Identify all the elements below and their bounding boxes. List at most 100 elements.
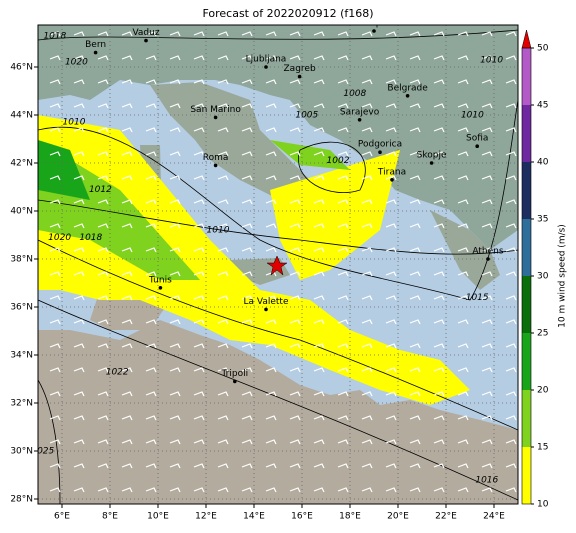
lon-tick-label: 8°E [102, 512, 118, 522]
colorbar-segment [522, 276, 531, 333]
wind-barb [145, 31, 157, 37]
wind-barb [97, 151, 109, 157]
wind-barb [121, 247, 133, 253]
lat-tick-label: 40°N [10, 207, 33, 217]
wind-barb [145, 415, 157, 421]
city-label: Vaduz [132, 28, 159, 38]
wind-barb [385, 295, 397, 301]
wind-barb [241, 175, 253, 181]
wind-barb [73, 319, 85, 325]
wind-barb [193, 343, 205, 349]
wind-barb [289, 223, 301, 229]
wind-barb [73, 367, 85, 373]
wind-barb [313, 367, 325, 373]
wind-barb [73, 487, 85, 493]
wind-barb [337, 487, 349, 493]
city-label: Sarajevo [340, 107, 380, 117]
wind-barb [241, 151, 253, 157]
wind-barb [337, 175, 349, 181]
wind-barb [409, 295, 421, 301]
wind-barb [193, 175, 205, 181]
wind-barb [289, 439, 301, 445]
colorbar-tick-label: 15 [537, 443, 548, 453]
wind-barb [97, 295, 109, 301]
wind-barb [169, 247, 181, 253]
lat-tick-label: 42°N [10, 159, 33, 169]
wind-barb [361, 439, 373, 445]
wind-barb [241, 103, 253, 109]
wind-barb [385, 367, 397, 373]
wind-barb [121, 31, 133, 37]
wind-barb [457, 151, 469, 157]
wind-barb [145, 391, 157, 397]
wind-barb [409, 415, 421, 421]
wind-barb [193, 367, 205, 373]
wind-barb [193, 391, 205, 397]
isobar-label: 1020 [65, 58, 88, 68]
colorbar-tick-label: 20 [537, 386, 549, 396]
wind-barb [289, 175, 301, 181]
wind-barb [337, 199, 349, 205]
wind-barb [73, 199, 85, 205]
wind-barb [385, 55, 397, 61]
wind-barb [97, 415, 109, 421]
wind-barb [265, 31, 277, 37]
isobar-label: 1018 [43, 31, 66, 41]
wind-barb [241, 367, 253, 373]
wind-barb [73, 151, 85, 157]
wind-barb [505, 415, 517, 421]
lon-tick-label: 18°E [339, 512, 361, 522]
isobar-label: 1012 [89, 185, 112, 195]
wind-barb [169, 415, 181, 421]
wind-barb [433, 151, 445, 157]
wind-barb [505, 319, 517, 325]
wind-barb [433, 295, 445, 301]
wind-barb [169, 439, 181, 445]
wind-barb [217, 223, 229, 229]
wind-barb [145, 487, 157, 493]
wind-barb [121, 295, 133, 301]
wind-barb [337, 439, 349, 445]
wind-barb [193, 319, 205, 325]
wind-barb [193, 295, 205, 301]
wind-barb [193, 415, 205, 421]
wind-barb [193, 31, 205, 37]
wind-barb [385, 151, 397, 157]
wind-barb [505, 367, 517, 373]
wind-barb [241, 439, 253, 445]
wind-barb [289, 55, 301, 61]
wind-barb [409, 319, 421, 325]
wind-barb [289, 127, 301, 133]
wind-barb [265, 103, 277, 109]
wind-barb [169, 271, 181, 277]
wind-barb [361, 367, 373, 373]
wind-barb [265, 319, 277, 325]
wind-barb [433, 319, 445, 325]
wind-barb [241, 55, 253, 61]
wind-barb [49, 295, 61, 301]
wind-barb [97, 55, 109, 61]
wind-barb [385, 223, 397, 229]
wind-barb [505, 439, 517, 445]
wind-barb [217, 247, 229, 253]
wind-barb [193, 103, 205, 109]
wind-barb [337, 415, 349, 421]
wind-barb [481, 79, 493, 85]
wind-barb [505, 103, 517, 109]
wind-barb [217, 271, 229, 277]
wind-barb [433, 487, 445, 493]
wind-barb [97, 79, 109, 85]
wind-barb [193, 79, 205, 85]
wind-barb [361, 31, 373, 37]
wind-barb [193, 199, 205, 205]
wind-barb [73, 343, 85, 349]
lon-tick-label: 22°E [435, 512, 457, 522]
wind-barb [97, 223, 109, 229]
wind-barb [49, 343, 61, 349]
wind-area [270, 150, 400, 280]
wind-barb [313, 55, 325, 61]
wind-barb [505, 223, 517, 229]
colorbar-tick-label: 50 [537, 44, 549, 54]
wind-barb [361, 199, 373, 205]
